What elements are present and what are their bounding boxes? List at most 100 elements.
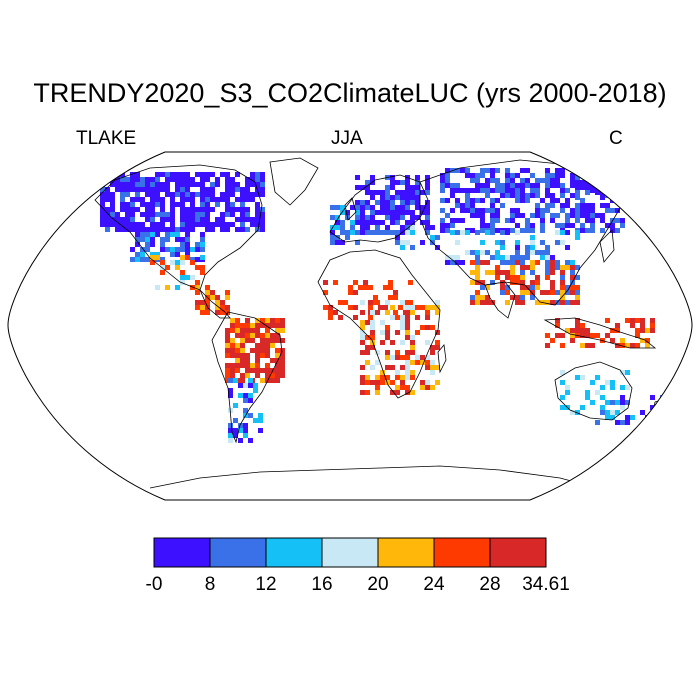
grid-cell (205, 290, 210, 295)
grid-cell (475, 198, 480, 203)
grid-cell (520, 300, 525, 305)
grid-cell (605, 203, 610, 208)
grid-cell (335, 235, 340, 240)
grid-cell (380, 200, 385, 205)
grid-cell (190, 192, 195, 197)
grid-cell (390, 305, 395, 310)
grid-cell (150, 197, 155, 202)
grid-cell (170, 177, 175, 182)
grid-cell (555, 230, 560, 235)
grid-cell (610, 400, 615, 405)
grid-cell (170, 197, 175, 202)
grid-cell (520, 260, 525, 265)
grid-cell (405, 335, 410, 340)
grid-cell (605, 173, 610, 178)
grid-cell (145, 227, 150, 232)
grid-cell (245, 338, 250, 343)
grid-cell (190, 207, 195, 212)
grid-cell (520, 285, 525, 290)
grid-cell (240, 343, 245, 348)
grid-cell (515, 213, 520, 218)
grid-cell (480, 250, 485, 255)
grid-cell (245, 227, 250, 232)
grid-cell (400, 210, 405, 215)
grid-cell (215, 222, 220, 227)
grid-cell (130, 207, 135, 212)
grid-cell (460, 203, 465, 208)
grid-cell (365, 220, 370, 225)
grid-cell (390, 210, 395, 215)
grid-cell (425, 315, 430, 320)
grid-cell (520, 275, 525, 280)
grid-cell (365, 335, 370, 340)
grid-cell (595, 333, 600, 338)
grid-cell (585, 173, 590, 178)
grid-cell (480, 198, 485, 203)
grid-cell (595, 190, 600, 195)
grid-cell (470, 295, 475, 300)
grid-cell (120, 187, 125, 192)
grid-cell (175, 192, 180, 197)
grid-cell (415, 305, 420, 310)
grid-cell (250, 328, 255, 333)
grid-cell (170, 202, 175, 207)
grid-cell (470, 280, 475, 285)
grid-cell (385, 185, 390, 190)
grid-cell (115, 187, 120, 192)
grid-cell (485, 300, 490, 305)
grid-cell (120, 182, 125, 187)
grid-cell (540, 218, 545, 223)
grid-cell (248, 383, 253, 388)
grid-cell (235, 343, 240, 348)
grid-cell (258, 413, 263, 418)
grid-cell (175, 260, 180, 265)
grid-cell (565, 230, 570, 235)
grid-cell (470, 188, 475, 193)
grid-cell (555, 265, 560, 270)
grid-cell (585, 183, 590, 188)
india-outline (484, 281, 516, 319)
grid-cell (635, 328, 640, 333)
grid-cell (260, 217, 265, 222)
grid-cell (365, 320, 370, 325)
grid-cell (620, 160, 625, 165)
colorbar-swatch (153, 537, 211, 568)
grid-cell (160, 270, 165, 275)
grid-cell (615, 178, 620, 183)
grid-cell (220, 305, 225, 310)
grid-cell (245, 212, 250, 217)
grid-cell (630, 343, 635, 348)
grid-cell (425, 310, 430, 315)
grid-cell (225, 290, 230, 295)
grid-cell (210, 182, 215, 187)
grid-cell (205, 217, 210, 222)
grid-cell (495, 188, 500, 193)
grid-cell (400, 340, 405, 345)
grid-cell (545, 183, 550, 188)
grid-cell (565, 290, 570, 295)
grid-cell (200, 237, 205, 242)
grid-cell (510, 275, 515, 280)
grid-cell (565, 300, 570, 305)
grid-cell (235, 182, 240, 187)
grid-cell (145, 177, 150, 182)
grid-cell (385, 325, 390, 330)
grid-cell (200, 182, 205, 187)
grid-cell (190, 202, 195, 207)
grid-cell (270, 323, 275, 328)
grid-cell (600, 175, 605, 180)
grid-cell (225, 378, 230, 383)
grid-cell (565, 203, 570, 208)
grid-cell (410, 185, 415, 190)
grid-cell (410, 345, 415, 350)
grid-cell (505, 290, 510, 295)
grid-cell (550, 213, 555, 218)
grid-cell (650, 318, 655, 323)
grid-cell (425, 360, 430, 365)
grid-cell (500, 203, 505, 208)
grid-cell (385, 205, 390, 210)
grid-cell (520, 290, 525, 295)
grid-cell (238, 423, 243, 428)
grid-cell (185, 182, 190, 187)
grid-cell (225, 227, 230, 232)
